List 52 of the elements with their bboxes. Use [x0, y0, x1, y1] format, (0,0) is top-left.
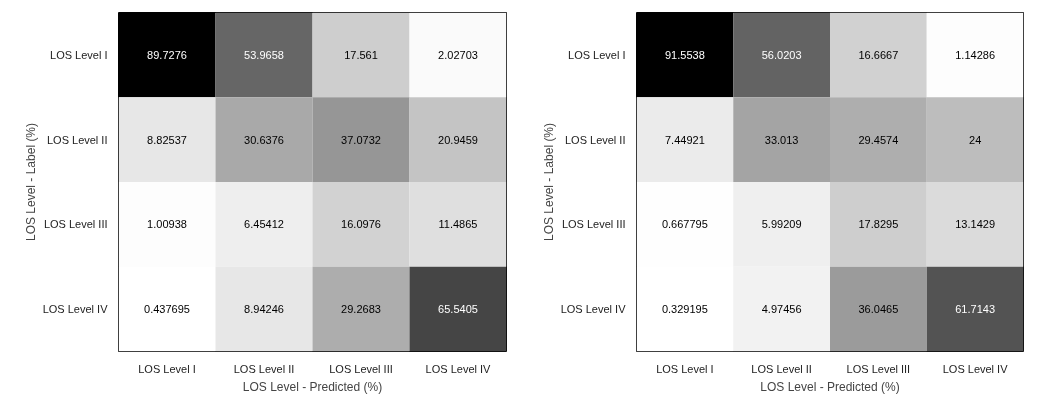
data-label: 24 [969, 133, 982, 146]
y-tick-label: LOS Level III [43, 218, 108, 231]
data-label: 30.6376 [244, 133, 284, 146]
data-label: 5.99209 [761, 218, 802, 231]
data-label: 20.9459 [438, 133, 478, 146]
data-label: 29.2683 [341, 303, 381, 316]
y-tick-label: LOS Level II [46, 133, 108, 146]
data-label: 2.02703 [438, 48, 478, 61]
x-tick-label: LOS Level III [329, 362, 393, 375]
x-tick-label: LOS Level IV [942, 362, 1009, 375]
x-axis-title: LOS Level - Predicted (%) [760, 379, 900, 394]
data-label: 17.561 [344, 48, 378, 61]
data-label: 0.437695 [144, 303, 190, 316]
x-tick-label: LOS Level II [751, 362, 812, 375]
y-tick-label: LOS Level I [50, 48, 108, 61]
data-label: 8.82537 [147, 133, 187, 146]
data-label: 37.0732 [341, 133, 381, 146]
data-label: 0.667795 [661, 218, 708, 231]
x-tick-label: LOS Level IV [425, 362, 492, 375]
data-label: 4.97456 [761, 303, 802, 316]
data-label: 11.4865 [438, 218, 478, 231]
data-label: 8.94246 [244, 303, 284, 316]
data-label: 0.329195 [661, 303, 708, 316]
x-tick-label: LOS Level III [846, 362, 911, 375]
data-label: 56.0203 [761, 48, 802, 61]
data-label: 91.5538 [664, 48, 705, 61]
data-label: 53.9658 [244, 48, 284, 61]
y-tick-label: LOS Level II [564, 133, 626, 146]
data-label: 29.4574 [858, 133, 899, 146]
data-label: 1.14286 [955, 48, 996, 61]
y-tick-label: LOS Level IV [560, 303, 627, 316]
y-axis-title: LOS Level - Label (%) [23, 122, 38, 242]
data-label: 36.0465 [858, 303, 899, 316]
data-label: 1.00938 [147, 218, 187, 231]
data-label: 61.7143 [955, 303, 996, 316]
data-label: 16.6667 [858, 48, 899, 61]
data-label: 6.45412 [244, 218, 284, 231]
data-label: 17.8295 [858, 218, 899, 231]
x-tick-label: LOS Level II [233, 362, 295, 375]
data-label: 13.1429 [955, 218, 996, 231]
y-tick-label: LOS Level I [568, 48, 626, 61]
data-label: 33.013 [764, 133, 799, 146]
y-axis-title: LOS Level - Label (%) [541, 122, 556, 242]
data-label: 16.0976 [341, 218, 381, 231]
data-label: 65.5405 [438, 303, 478, 316]
data-label: 7.44921 [664, 133, 705, 146]
data-label: 89.7276 [147, 48, 187, 61]
y-tick-label: LOS Level III [561, 218, 626, 231]
x-axis-title: LOS Level - Predicted (%) [242, 379, 383, 394]
x-tick-label: LOS Level I [138, 362, 196, 375]
x-tick-label: LOS Level I [656, 362, 714, 375]
y-tick-label: LOS Level IV [42, 303, 109, 316]
